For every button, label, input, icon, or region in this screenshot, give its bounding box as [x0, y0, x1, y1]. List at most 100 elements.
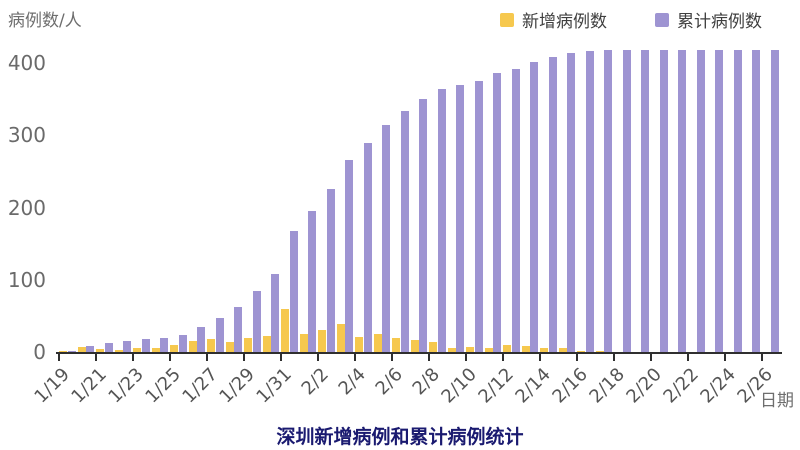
bar-new-cases — [429, 342, 437, 352]
cumulative-cases-swatch-icon — [655, 12, 669, 27]
bar-cumulative-cases — [641, 50, 649, 352]
legend-item-cumulative-cases[interactable]: 累计病例数 — [655, 7, 762, 32]
y-axis-unit-label: 病例数/人 — [8, 11, 82, 31]
y-tick-label: 100 — [7, 267, 46, 292]
bar-cumulative-cases — [474, 81, 483, 352]
bar-cumulative-cases — [345, 160, 353, 352]
x-axis-tick — [243, 354, 245, 361]
x-axis-tick — [539, 354, 541, 361]
x-axis-tick — [428, 354, 430, 361]
bar-cumulative-cases — [770, 50, 779, 352]
bar-cumulative-cases — [511, 69, 520, 352]
x-axis-tick — [354, 354, 356, 361]
x-axis-tick — [613, 354, 615, 361]
bar-cumulative-cases — [326, 189, 335, 352]
bar-cumulative-cases — [659, 50, 668, 352]
bar-new-cases — [244, 338, 252, 352]
legend-label: 新增病例数 — [522, 12, 607, 32]
bar-new-cases — [207, 339, 215, 352]
bar-cumulative-cases — [548, 57, 557, 352]
bar-new-cases — [170, 345, 178, 352]
x-axis-line — [56, 352, 782, 354]
x-axis-tick — [465, 354, 467, 361]
bar-cumulative-cases — [252, 291, 261, 352]
bar-new-cases — [299, 334, 308, 352]
bar-new-cases — [392, 338, 400, 352]
bar-new-cases — [577, 351, 585, 352]
x-axis-tick — [95, 354, 97, 361]
bar-cumulative-cases — [437, 89, 446, 352]
bar-new-cases — [521, 346, 530, 352]
bar-cumulative-cases — [67, 351, 76, 352]
bar-new-cases — [59, 351, 67, 352]
x-axis-tick — [317, 354, 319, 361]
bar-new-cases — [225, 342, 234, 352]
bar-new-cases — [281, 309, 289, 352]
x-axis-tick — [280, 354, 282, 361]
bar-cumulative-cases — [160, 338, 168, 352]
bar-cumulative-cases — [567, 53, 575, 352]
new-cases-swatch-icon — [500, 12, 514, 27]
bar-new-cases — [262, 336, 271, 352]
bar-cumulative-cases — [382, 125, 390, 352]
bar-cumulative-cases — [733, 50, 742, 352]
bar-new-cases — [484, 348, 493, 352]
bar-cumulative-cases — [456, 85, 464, 352]
bar-new-cases — [595, 351, 604, 352]
bar-new-cases — [96, 349, 104, 352]
bar-new-cases — [558, 348, 567, 352]
bar-new-cases — [540, 348, 548, 352]
x-axis-tick — [761, 354, 763, 361]
y-tick-label: 400 — [7, 51, 46, 75]
x-axis-tick — [391, 354, 393, 361]
bar-new-cases — [336, 324, 345, 352]
bar-cumulative-cases — [178, 335, 187, 352]
bar-cumulative-cases — [715, 50, 723, 352]
legend: 新增病例数 累计病例数 — [500, 7, 762, 32]
bar-new-cases — [466, 347, 474, 352]
bar-new-cases — [188, 341, 197, 352]
y-tick-label: 0 — [33, 340, 46, 364]
x-axis-tick — [169, 354, 171, 361]
bar-new-cases — [114, 350, 123, 352]
bar-cumulative-cases — [363, 143, 372, 352]
bar-new-cases — [373, 334, 382, 352]
bar-cumulative-cases — [234, 307, 242, 352]
legend-item-new-cases[interactable]: 新增病例数 — [500, 7, 607, 32]
x-axis-tick — [724, 354, 726, 361]
bar-cumulative-cases — [141, 339, 150, 352]
bar-cumulative-cases — [123, 341, 131, 352]
bar-cumulative-cases — [215, 318, 224, 352]
bar-cumulative-cases — [530, 62, 538, 352]
bar-cumulative-cases — [696, 50, 705, 352]
bar-cumulative-cases — [308, 211, 316, 352]
bar-cumulative-cases — [104, 343, 113, 352]
bar-new-cases — [133, 348, 141, 352]
x-axis-tick — [58, 354, 60, 361]
x-axis-tick — [650, 354, 652, 361]
x-axis-tick — [132, 354, 134, 361]
bar-new-cases — [410, 340, 419, 352]
bar-cumulative-cases — [604, 50, 612, 352]
bar-cumulative-cases — [289, 231, 298, 352]
bar-new-cases — [355, 337, 363, 352]
bar-cumulative-cases — [86, 346, 94, 352]
y-tick-label: 300 — [7, 123, 46, 148]
x-axis-tick — [206, 354, 208, 361]
bar-new-cases — [447, 348, 456, 352]
x-axis-tick — [502, 354, 504, 361]
bar-cumulative-cases — [419, 99, 427, 352]
bar-cumulative-cases — [400, 111, 409, 352]
legend-label: 累计病例数 — [677, 12, 762, 32]
chart-title: 深圳新增病例和累计病例统计 — [276, 426, 524, 448]
bar-cumulative-cases — [585, 51, 594, 352]
x-axis-tick — [687, 354, 689, 361]
bar-cumulative-cases — [622, 50, 631, 352]
y-tick-label: 200 — [7, 195, 46, 220]
bar-new-cases — [77, 347, 86, 352]
bar-new-cases — [503, 345, 511, 352]
bar-cumulative-cases — [752, 50, 760, 352]
bar-cumulative-cases — [197, 327, 205, 352]
x-axis-name-label: 日期 — [760, 391, 794, 411]
